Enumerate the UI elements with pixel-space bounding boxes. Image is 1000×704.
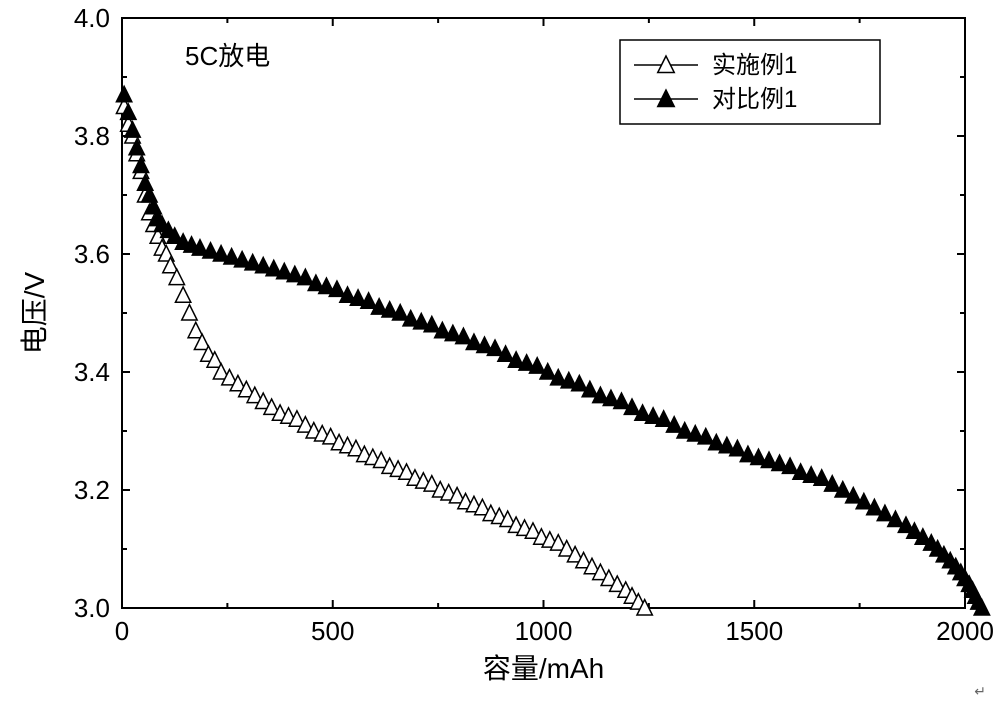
- marker-triangle: [116, 86, 131, 101]
- y-tick-label: 3.0: [74, 593, 110, 623]
- y-tick-label: 3.6: [74, 239, 110, 269]
- legend-label: 对比例1: [712, 86, 797, 113]
- y-tick-label: 3.8: [74, 121, 110, 151]
- chart-svg: 0 500 1000 1500 2000 3.0 3.2 3.4 3.6 3.8 4.0 容量/mAh…: [0, 0, 1000, 704]
- x-tick-label: 1500: [725, 616, 783, 646]
- y-axis-label: 电压/V: [19, 271, 50, 354]
- chart-container: 0 500 1000 1500 2000 3.0 3.2 3.4 3.6 3.8 4.0 容量/mAh…: [0, 0, 1000, 704]
- footer-mark: ↵: [974, 683, 986, 699]
- legend-label: 实施例1: [712, 52, 797, 79]
- x-tick-label: 0: [115, 616, 129, 646]
- series-对比例1: [116, 86, 989, 615]
- x-tick-label: 1000: [515, 616, 573, 646]
- x-tick-label: 2000: [936, 616, 994, 646]
- y-tick-label: 3.2: [74, 475, 110, 505]
- y-tick-label: 3.4: [74, 357, 110, 387]
- x-tick-label: 500: [311, 616, 354, 646]
- marker-triangle: [175, 287, 190, 302]
- series-实施例1: [116, 98, 652, 615]
- x-axis-label: 容量/mAh: [483, 653, 604, 684]
- plot-border: [122, 18, 965, 608]
- marker-triangle: [182, 305, 197, 320]
- y-tick-label: 4.0: [74, 3, 110, 33]
- annotation-5c: 5C放电: [185, 41, 270, 71]
